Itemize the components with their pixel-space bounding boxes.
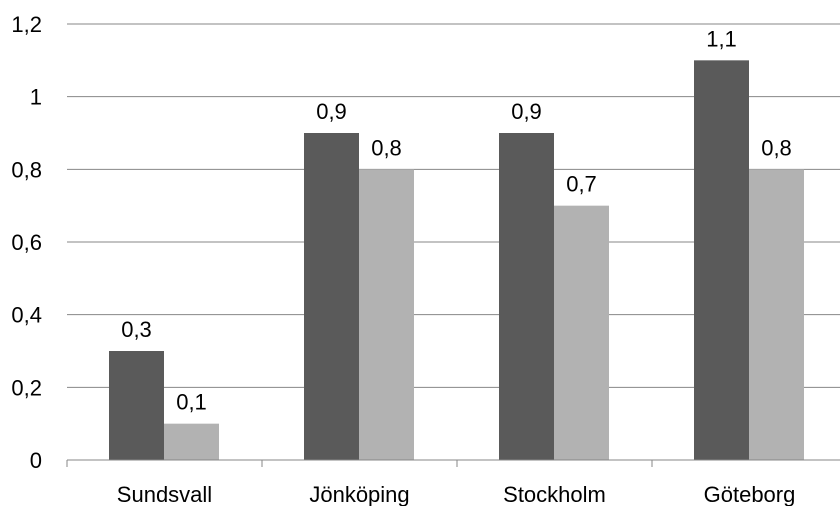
bar-series-1-jönköping xyxy=(304,133,359,460)
data-label: 0,9 xyxy=(511,99,542,124)
data-labels: 0,3 0,9 0,9 1,1 0,1 0,8 0,7 0,8 xyxy=(121,26,792,414)
data-label: 0,1 xyxy=(176,390,207,415)
x-category-label: Göteborg xyxy=(704,482,796,506)
y-tick-label: 0,6 xyxy=(11,230,42,255)
x-category-label: Stockholm xyxy=(503,482,606,506)
bar-series-1-sundsvall xyxy=(109,351,164,460)
data-label: 0,8 xyxy=(371,135,402,160)
x-category-label: Jönköping xyxy=(309,482,409,506)
bar-series-2-jönköping xyxy=(359,169,414,461)
y-tick-label: 1 xyxy=(30,85,42,110)
data-label: 0,3 xyxy=(121,317,152,342)
y-tick-label: 0,2 xyxy=(11,375,42,400)
x-category-label: Sundsvall xyxy=(117,482,212,506)
data-label: 0,9 xyxy=(316,99,347,124)
data-label: 0,8 xyxy=(761,135,792,160)
bar-series-2-stockholm xyxy=(554,205,609,460)
y-tick-label: 0 xyxy=(30,448,42,473)
y-tick-label: 1,2 xyxy=(11,12,42,37)
x-axis xyxy=(66,459,840,467)
bar-series-1-göteborg xyxy=(694,60,749,460)
data-label: 0,7 xyxy=(566,172,597,197)
bar-series-2-göteborg xyxy=(749,169,804,461)
data-label: 1,1 xyxy=(706,26,737,51)
y-tick-label: 0,8 xyxy=(11,157,42,182)
bars xyxy=(109,60,804,461)
y-axis-tick-labels: 0 0,2 0,4 0,6 0,8 1 1,2 xyxy=(11,12,42,473)
category-labels: Sundsvall Jönköping Stockholm Göteborg xyxy=(117,482,796,506)
bar-series-1-stockholm xyxy=(499,133,554,460)
y-tick-label: 0,4 xyxy=(11,303,42,328)
bar-series-2-sundsvall xyxy=(164,423,219,460)
